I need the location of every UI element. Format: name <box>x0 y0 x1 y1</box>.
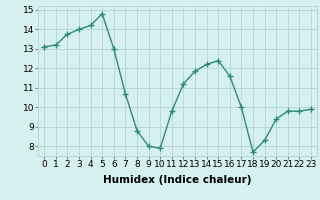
X-axis label: Humidex (Indice chaleur): Humidex (Indice chaleur) <box>103 175 252 185</box>
